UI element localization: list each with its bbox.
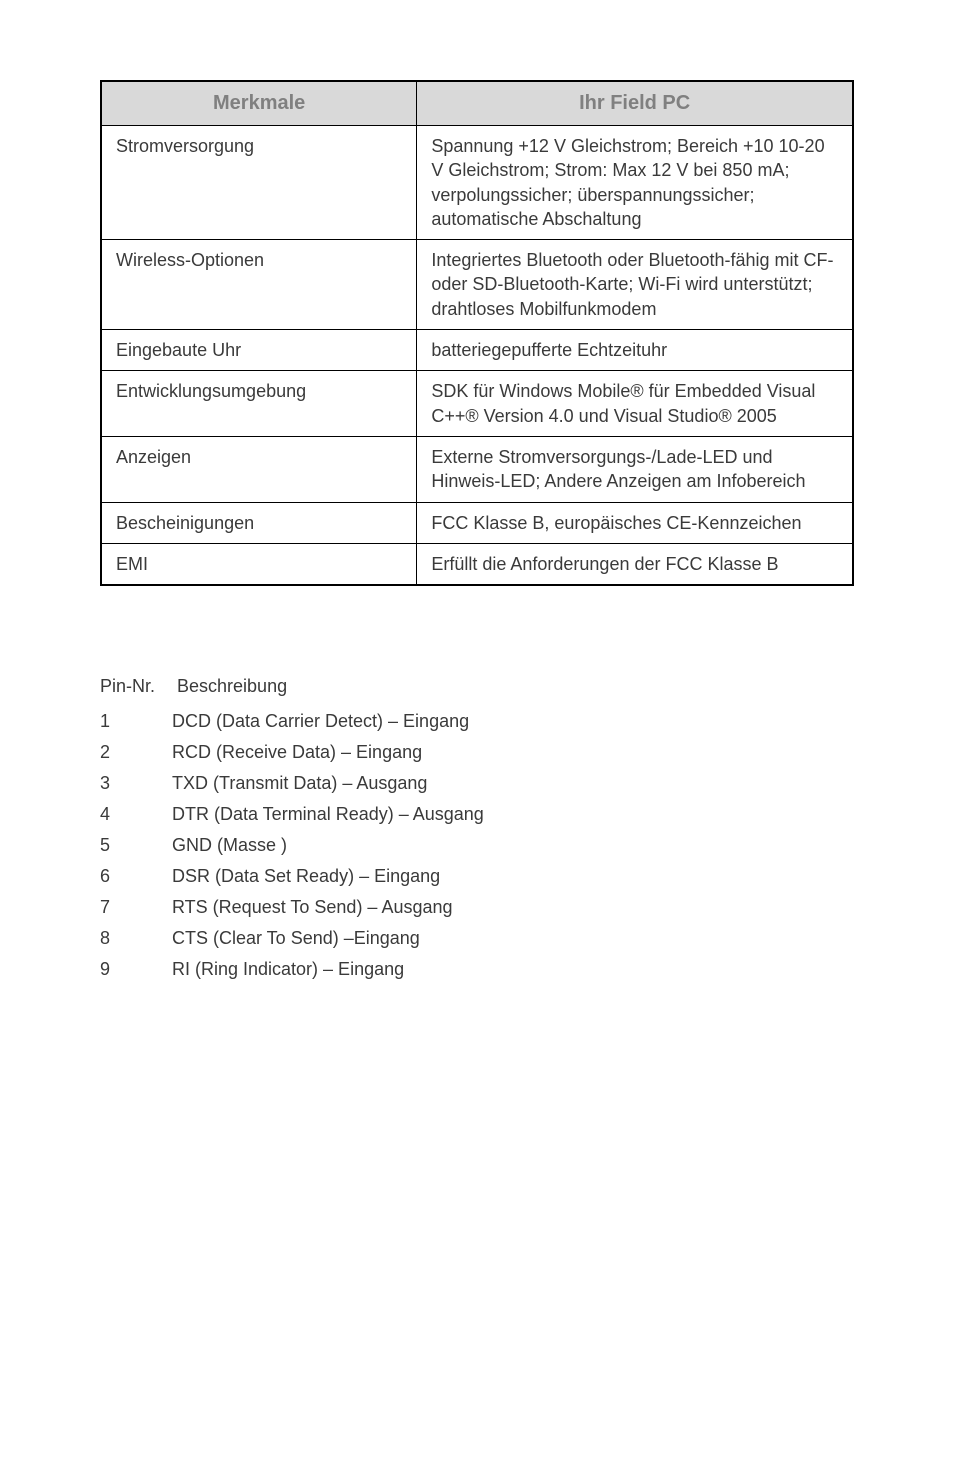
cell-left: Bescheinigungen: [101, 502, 417, 543]
pin-num: 8: [100, 928, 172, 949]
table-header-row: Merkmale Ihr Field PC: [101, 81, 853, 126]
cell-right: SDK für Windows Mobile® für Embedded Vis…: [417, 371, 853, 437]
cell-right: FCC Klasse B, europäisches CE-Kennzeiche…: [417, 502, 853, 543]
pin-desc: TXD (Transmit Data) – Ausgang: [172, 773, 427, 794]
header-field-pc: Ihr Field PC: [417, 81, 853, 126]
pin-num: 3: [100, 773, 172, 794]
pin-item: 2 RCD (Receive Data) – Eingang: [100, 742, 854, 763]
pin-desc: DTR (Data Terminal Ready) – Ausgang: [172, 804, 484, 825]
pin-item: 7 RTS (Request To Send) – Ausgang: [100, 897, 854, 918]
pin-num: 7: [100, 897, 172, 918]
spec-table: Merkmale Ihr Field PC Stromversorgung Sp…: [100, 80, 854, 586]
pin-desc: DCD (Data Carrier Detect) – Eingang: [172, 711, 469, 732]
cell-left: Anzeigen: [101, 436, 417, 502]
table-row: Eingebaute Uhr batteriegepufferte Echtze…: [101, 330, 853, 371]
pin-item: 8 CTS (Clear To Send) –Eingang: [100, 928, 854, 949]
cell-left: Entwicklungsumgebung: [101, 371, 417, 437]
pin-num: 5: [100, 835, 172, 856]
cell-right: Externe Stromversorgungs-/Lade-LED und H…: [417, 436, 853, 502]
pin-item: 1 DCD (Data Carrier Detect) – Eingang: [100, 711, 854, 732]
pin-desc: RI (Ring Indicator) – Eingang: [172, 959, 404, 980]
table-row: Wireless-Optionen Integriertes Bluetooth…: [101, 240, 853, 330]
pin-section: Pin-Nr. Beschreibung 1 DCD (Data Carrier…: [100, 676, 854, 980]
cell-left: EMI: [101, 543, 417, 585]
table-row: Anzeigen Externe Stromversorgungs-/Lade-…: [101, 436, 853, 502]
table-row: Bescheinigungen FCC Klasse B, europäisch…: [101, 502, 853, 543]
pin-num: 1: [100, 711, 172, 732]
table-row: EMI Erfüllt die Anforderungen der FCC Kl…: [101, 543, 853, 585]
cell-left: Stromversorgung: [101, 126, 417, 240]
pin-num: 4: [100, 804, 172, 825]
cell-right: Spannung +12 V Gleichstrom; Bereich +10 …: [417, 126, 853, 240]
pin-num: 6: [100, 866, 172, 887]
pin-desc: RCD (Receive Data) – Eingang: [172, 742, 422, 763]
cell-right: Integriertes Bluetooth oder Bluetooth-fä…: [417, 240, 853, 330]
pin-item: 9 RI (Ring Indicator) – Eingang: [100, 959, 854, 980]
table-row: Stromversorgung Spannung +12 V Gleichstr…: [101, 126, 853, 240]
pin-header-desc: Beschreibung: [177, 676, 287, 697]
cell-right: batteriegepufferte Echtzeituhr: [417, 330, 853, 371]
pin-num: 9: [100, 959, 172, 980]
pin-item: 5 GND (Masse ): [100, 835, 854, 856]
cell-right: Erfüllt die Anforderungen der FCC Klasse…: [417, 543, 853, 585]
pin-desc: GND (Masse ): [172, 835, 287, 856]
cell-left: Eingebaute Uhr: [101, 330, 417, 371]
pin-num: 2: [100, 742, 172, 763]
header-merkmale: Merkmale: [101, 81, 417, 126]
table-row: Entwicklungsumgebung SDK für Windows Mob…: [101, 371, 853, 437]
pin-header: Pin-Nr. Beschreibung: [100, 676, 854, 697]
pin-item: 3 TXD (Transmit Data) – Ausgang: [100, 773, 854, 794]
pin-header-num: Pin-Nr.: [100, 676, 172, 697]
pin-item: 6 DSR (Data Set Ready) – Eingang: [100, 866, 854, 887]
pin-item: 4 DTR (Data Terminal Ready) – Ausgang: [100, 804, 854, 825]
pin-desc: DSR (Data Set Ready) – Eingang: [172, 866, 440, 887]
pin-desc: RTS (Request To Send) – Ausgang: [172, 897, 453, 918]
pin-desc: CTS (Clear To Send) –Eingang: [172, 928, 420, 949]
cell-left: Wireless-Optionen: [101, 240, 417, 330]
